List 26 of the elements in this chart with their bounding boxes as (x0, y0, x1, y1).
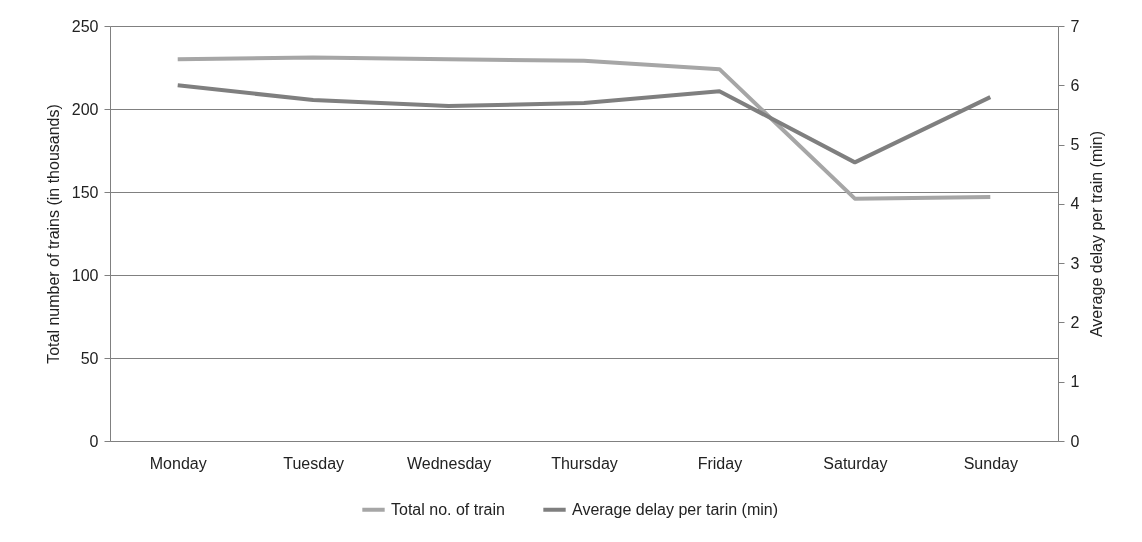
y-tick-label: 200 (71, 100, 99, 118)
x-tick-label: Monday (149, 454, 207, 472)
x-tick-label: Sunday (963, 454, 1018, 472)
x-tick-label: Tuesday (283, 454, 345, 472)
legend-label: Average delay per tarin (min) (572, 500, 779, 518)
y2-tick-label: 1 (1070, 373, 1080, 391)
y2-tick-label: 6 (1070, 76, 1080, 94)
y2-tick-label: 5 (1070, 136, 1080, 154)
y2-tick-label: 4 (1070, 195, 1080, 213)
y-tick-label: 250 (71, 17, 99, 35)
y-axis-title: Total number of trains (in thousands) (44, 104, 62, 364)
y-tick-label: 50 (80, 349, 99, 367)
line-series (175, 55, 993, 201)
legend-label: Total no. of train (391, 500, 505, 518)
y-tick-label: 100 (71, 266, 99, 284)
y2-tick-label: 7 (1070, 17, 1080, 35)
x-tick-label: Wednesday (406, 454, 492, 472)
y2-tick-label: 2 (1070, 313, 1080, 331)
y2-axis-title: Average delay per train (min) (1088, 130, 1106, 338)
y-tick-label: 0 (89, 432, 99, 450)
y2-tick-label: 0 (1070, 432, 1080, 450)
x-tick-label: Saturday (823, 454, 888, 472)
y2-tick-label: 3 (1070, 254, 1080, 272)
x-tick-label: Friday (697, 454, 743, 472)
x-tick-label: Thursday (551, 454, 618, 472)
y-tick-label: 150 (71, 183, 99, 201)
